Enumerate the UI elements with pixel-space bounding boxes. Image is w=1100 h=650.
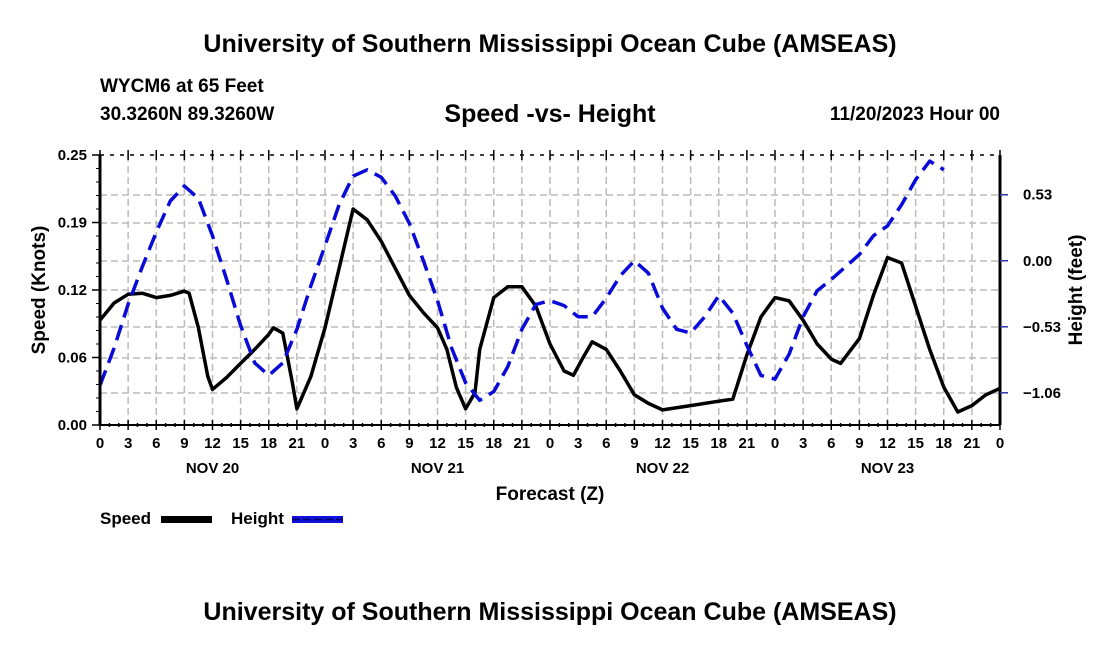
station-coordinates: 30.3260N 89.3260W	[100, 104, 275, 125]
y-left-tick-label: 0.25	[58, 147, 87, 164]
x-tick-label: 9	[630, 435, 638, 452]
x-tick-label: 9	[405, 435, 413, 452]
chart-subtitle: Speed -vs- Height	[444, 100, 656, 128]
y-left-tick-label: 0.12	[58, 282, 87, 299]
day-label: NOV 23	[861, 460, 914, 477]
footer-title: University of Southern Mississippi Ocean…	[203, 598, 897, 626]
day-label: NOV 22	[636, 460, 689, 477]
y-right-axis-title: Height (feet)	[1066, 235, 1087, 346]
x-tick-label: 12	[204, 435, 221, 452]
x-tick-label: 15	[682, 435, 699, 452]
x-tick-label: 15	[232, 435, 249, 452]
x-tick-label: 18	[935, 435, 952, 452]
main-title: University of Southern Mississippi Ocean…	[203, 30, 897, 58]
y-right-tick-label: −0.53	[1023, 319, 1061, 336]
x-tick-label: 3	[349, 435, 357, 452]
day-label: NOV 20	[186, 460, 239, 477]
axes: 0 3 6 9 12 15 18 21 0 3 6 9 12 15 18 21 0 3 6 9 12 15 18 21 0 3 6 9…	[58, 147, 1061, 477]
y-left-tick-label: 0.19	[58, 215, 87, 232]
x-tick-label: 3	[574, 435, 582, 452]
x-tick-label: 15	[457, 435, 474, 452]
x-tick-label: 15	[907, 435, 924, 452]
x-tick-label: 12	[879, 435, 896, 452]
forecast-datetime: 11/20/2023 Hour 00	[829, 104, 1000, 125]
x-tick-label: 21	[289, 435, 306, 452]
x-tick-label: 9	[180, 435, 188, 452]
x-tick-label: 0	[996, 435, 1004, 452]
y-right-tick-label: −1.06	[1023, 385, 1061, 402]
x-tick-label: 3	[799, 435, 807, 452]
x-tick-label: 9	[855, 435, 863, 452]
x-tick-label: 18	[485, 435, 502, 452]
legend-height-label: Height	[231, 509, 284, 528]
x-tick-label: 12	[654, 435, 671, 452]
x-axis-title: Forecast (Z)	[496, 484, 605, 505]
x-tick-label: 3	[124, 435, 132, 452]
y-left-tick-label: 0.00	[58, 417, 87, 434]
x-tick-label: 21	[964, 435, 981, 452]
series-layer	[98, 159, 1001, 414]
series-line-speed	[98, 207, 1001, 414]
x-tick-label: 6	[602, 435, 610, 452]
x-tick-label: 0	[96, 435, 104, 452]
y-right-tick-label: 0.00	[1023, 253, 1052, 270]
x-tick-label: 18	[260, 435, 277, 452]
x-tick-label: 21	[514, 435, 531, 452]
y-left-tick-label: 0.06	[58, 350, 87, 367]
x-tick-label: 0	[546, 435, 554, 452]
x-tick-label: 6	[152, 435, 160, 452]
x-tick-label: 0	[771, 435, 779, 452]
day-label: NOV 21	[411, 460, 464, 477]
legend-height-swatch	[292, 516, 343, 523]
x-tick-label: 18	[710, 435, 727, 452]
x-tick-label: 0	[321, 435, 329, 452]
x-tick-label: 6	[377, 435, 385, 452]
x-tick-label: 12	[429, 435, 446, 452]
legend-speed-swatch	[161, 516, 212, 523]
x-tick-label: 6	[827, 435, 835, 452]
station-label: WYCM6 at 65 Feet	[100, 76, 264, 97]
x-tick-label: 21	[739, 435, 756, 452]
y-left-axis-title: Speed (Knots)	[29, 226, 50, 355]
legend-speed-label: Speed	[100, 509, 152, 528]
series-line-height	[98, 159, 945, 403]
y-right-tick-label: 0.53	[1023, 187, 1052, 204]
grid-lines	[100, 155, 1000, 425]
